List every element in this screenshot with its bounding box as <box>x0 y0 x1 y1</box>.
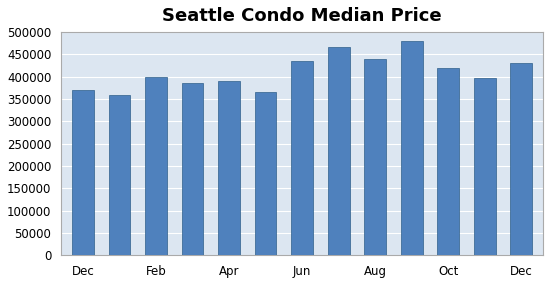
Bar <box>400 41 422 255</box>
Title: Seattle Condo Median Price: Seattle Condo Median Price <box>162 7 442 25</box>
Bar <box>182 84 204 255</box>
Bar <box>437 68 459 255</box>
Bar <box>291 61 313 255</box>
Bar <box>255 92 277 255</box>
Bar <box>108 95 130 255</box>
Bar <box>364 59 386 255</box>
Bar <box>145 77 167 255</box>
Bar <box>328 47 349 255</box>
Bar <box>510 63 532 255</box>
Bar <box>218 81 240 255</box>
Bar <box>72 90 94 255</box>
Bar <box>474 78 496 255</box>
